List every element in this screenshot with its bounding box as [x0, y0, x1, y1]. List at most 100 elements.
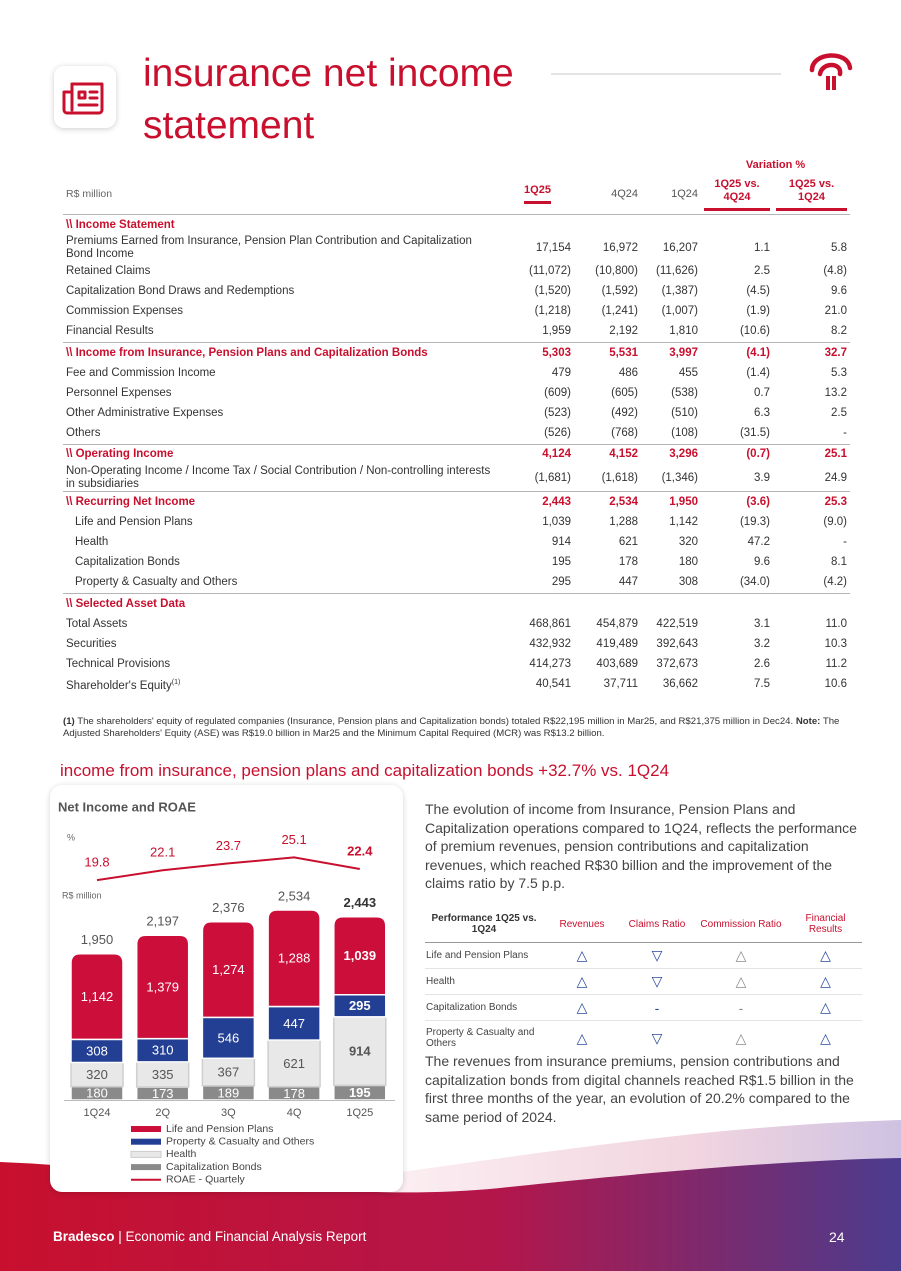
cell-value: 320 — [678, 536, 698, 549]
row-label: Capitalization Bond Draws and Redemption… — [63, 281, 501, 301]
cell-value: (1,681) — [534, 471, 571, 484]
row-label: Health — [63, 532, 501, 552]
row-label: Capitalization Bonds — [63, 553, 501, 573]
row-label: Health — [425, 968, 543, 995]
bar-segment — [201, 921, 256, 1019]
cell-value: 403,689 — [596, 658, 638, 671]
cell-value: 2,192 — [609, 325, 638, 338]
cell-value: 5,531 — [574, 341, 641, 364]
table-row: Commission Expenses (1,218) (1,241) (1,007)… — [63, 302, 850, 322]
footer: Bradesco | Economic and Financial Analys… — [53, 1229, 366, 1244]
table-row: Fee and Commission Income 479 486 455 (1.4) 5… — [63, 363, 850, 383]
cell-value: 8.1 — [831, 556, 848, 569]
y2-axis-label: % — [67, 832, 75, 842]
indicator: △ — [735, 1029, 747, 1046]
cell-value: 5,303 — [501, 341, 574, 364]
row-label: Retained Claims — [63, 261, 501, 281]
row-label-text: Securities — [66, 637, 117, 650]
table-row: Non-Operating Income / Income Tax / Soci… — [63, 465, 850, 492]
group-row: Variation % — [63, 156, 850, 174]
cell-value: (11,072) — [529, 264, 571, 277]
table-row: Health 914 621 320 47.2 - — [63, 532, 850, 552]
data-label: 546 — [218, 1030, 240, 1045]
bar-segment — [267, 909, 321, 1008]
header-row: R$ million 1Q25 4Q24 1Q24 1Q25 vs. 4Q24 1Q25 … — [63, 174, 851, 215]
cell-value: (526) — [544, 427, 571, 440]
cell-value: (19.3) — [739, 515, 770, 528]
row-label-text: Property & Casualty and Others — [75, 576, 238, 589]
cell-value: 1,950 — [641, 491, 701, 513]
table-row: Technical Provisions 414,273 403,689 372,67… — [63, 655, 850, 675]
cell-value: (1,387) — [661, 284, 698, 297]
row-label: \\ Recurring Net Income — [63, 491, 501, 513]
cell-value: 4,124 — [501, 443, 574, 466]
row-label-text: Technical Provisions — [66, 658, 171, 671]
bar-segment — [135, 934, 190, 1040]
page-number: 24 — [829, 1229, 845, 1245]
total-label: 2,376 — [212, 900, 245, 915]
paragraph: The revenues from insurance premiums, pe… — [425, 1053, 854, 1125]
cell-value: 3,997 — [641, 341, 701, 364]
cell-value: 1,810 — [669, 325, 698, 338]
total-label: 1,950 — [81, 932, 114, 947]
cell-value: 479 — [551, 366, 571, 379]
legend-swatch — [131, 1126, 161, 1132]
row-label: Non-Operating Income / Income Tax / Soci… — [63, 465, 501, 492]
cell-value: 4,152 — [574, 443, 641, 466]
table-row: \\ Recurring Net Income 2,443 2,534 1,950 (3… — [63, 491, 851, 513]
cell-value: 2,443 — [501, 491, 574, 513]
footnote-ref: (1) — [63, 716, 75, 727]
table-row: Personnel Expenses (609) (605) (538) 0.7 13.2 — [63, 383, 850, 403]
cell-value: 17,154 — [535, 241, 571, 254]
cell-value: (3.6) — [701, 491, 773, 513]
data-label: 173 — [152, 1086, 174, 1101]
cell-value: 24.9 — [824, 471, 848, 484]
indicator: △ — [693, 942, 789, 969]
cell-value: 195 — [551, 556, 571, 569]
cell-value: (1,007) — [661, 305, 698, 318]
cell-value: (4.5) — [746, 284, 770, 297]
table-row: Life and Pension Plans △ ▽ △ △ — [425, 942, 862, 969]
row-label: Others — [63, 424, 501, 445]
cell-value: 3.2 — [754, 637, 770, 650]
cell-value: 11.2 — [825, 658, 848, 671]
page-title: insurance net income statement — [143, 52, 514, 147]
table-row: Premiums Earned from Insurance, Pension … — [63, 235, 850, 261]
table-row: Capitalization Bond Draws and Redemption… — [63, 281, 850, 301]
cell-value: 5.8 — [831, 241, 848, 254]
column-header: 1Q24 — [641, 174, 701, 215]
data-label: 178 — [283, 1086, 305, 1101]
table-row: Health △ ▽ △ △ — [425, 968, 862, 995]
column-header-text: 1Q25 vs. 1Q24 — [776, 178, 848, 211]
cell-value: 9.6 — [831, 284, 848, 297]
cell-value: - — [843, 536, 848, 549]
bar-segment — [267, 1039, 321, 1088]
cell-value: 21.0 — [824, 305, 848, 318]
cell-value: 3,296 — [641, 443, 701, 466]
cell-value: 47.2 — [747, 536, 770, 549]
table-row: Property & Casualty and Others 295 447 308 (… — [63, 573, 850, 594]
row-label: Life and Pension Plans — [63, 512, 501, 532]
total-label: 2,534 — [278, 888, 311, 903]
column-header: Commission Ratio — [693, 906, 789, 943]
cell-value: (523) — [544, 407, 571, 420]
cell-value: 1,959 — [542, 325, 571, 338]
column-header: 1Q25 — [501, 174, 574, 215]
indicator: △ — [789, 968, 862, 995]
cell-value: 5.3 — [831, 366, 848, 379]
note-text: The Adjusted Shareholders' Equity (ASE) … — [63, 716, 840, 739]
total-label: 2,443 — [344, 895, 377, 910]
row-label-text: Other Administrative Expenses — [66, 407, 224, 420]
indicator: ▽ — [651, 1029, 663, 1046]
cell-value: - — [843, 427, 848, 440]
data-label: 189 — [218, 1085, 240, 1100]
legend-label: Health — [166, 1148, 197, 1160]
row-label: Property & Casualty and Others — [63, 573, 501, 594]
row-label-text: Capitalization Bond Draws and Redemption… — [66, 284, 295, 297]
cell-value: 1,142 — [669, 515, 698, 528]
cell-value: 9.6 — [754, 556, 770, 569]
cell-value: 486 — [618, 366, 638, 379]
bar-segment — [70, 1061, 124, 1088]
paragraph: The evolution of income from Insurance, … — [425, 801, 857, 891]
table-body: \\ Income Statement Premiums Earned from … — [63, 215, 851, 695]
